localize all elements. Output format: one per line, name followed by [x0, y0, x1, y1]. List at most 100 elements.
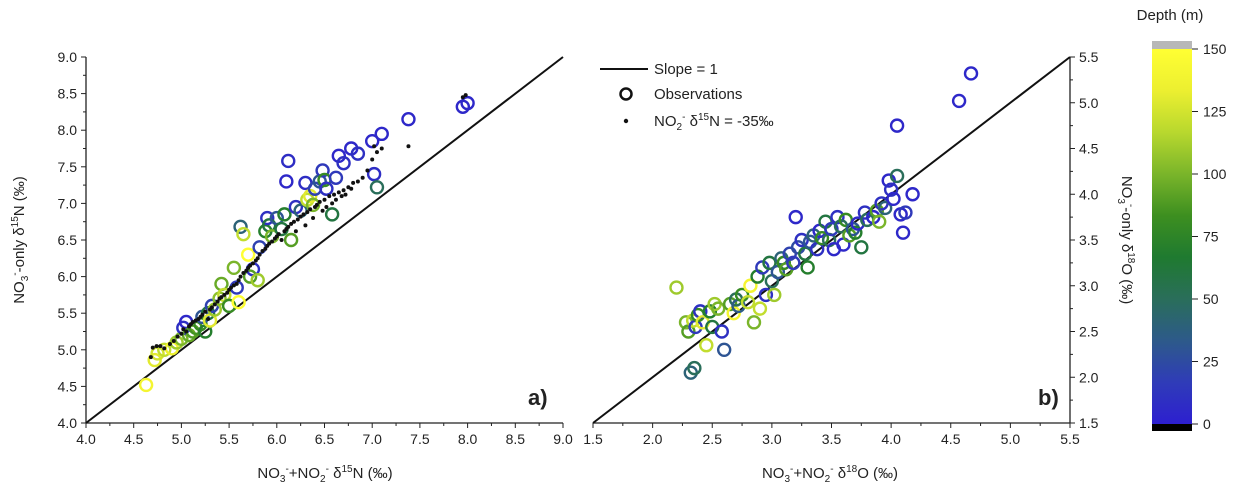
observation-point	[762, 255, 777, 271]
observation-point	[767, 287, 782, 303]
x-tick-label: 5.5	[1060, 431, 1080, 447]
model-point	[219, 295, 224, 300]
colorbar: Depth (m) 0 25 50 75 100 125 150	[1137, 7, 1227, 432]
model-point	[148, 355, 153, 360]
observation-point	[231, 295, 246, 310]
observation-point	[746, 315, 762, 330]
model-point	[349, 186, 354, 191]
observation-point	[877, 200, 893, 216]
model-point	[320, 208, 325, 213]
legend-slope-label: Slope = 1	[654, 61, 718, 78]
y-tick-label: 9.0	[58, 49, 78, 65]
model-point	[276, 232, 281, 237]
colorbar-tick-label: 25	[1203, 354, 1219, 370]
legend-observations-marker	[619, 87, 633, 101]
y-tick-label: 3.0	[1079, 278, 1099, 294]
observation-point	[350, 146, 366, 161]
observation-point	[336, 155, 351, 171]
observation-point	[848, 225, 863, 240]
legend-dot-label: NO2- δ15N = -35‰	[654, 112, 774, 133]
observation-point	[226, 260, 242, 276]
model-point	[322, 197, 327, 202]
model-point	[179, 331, 184, 336]
observation-point	[716, 342, 732, 357]
y-tick-label: 2.5	[1079, 324, 1099, 340]
x-tick-label: 3.5	[822, 431, 842, 447]
colorbar-gradient	[1152, 49, 1192, 424]
y-tick-label: 4.5	[58, 378, 78, 394]
model-point	[324, 205, 329, 210]
model-point	[244, 268, 249, 273]
observation-point	[699, 338, 714, 353]
observation-point	[240, 247, 256, 262]
observation-point	[743, 278, 758, 293]
model-point	[311, 216, 316, 221]
observation-point	[669, 280, 684, 295]
observation-point	[147, 352, 162, 368]
observation-point	[889, 118, 905, 133]
model-point	[343, 192, 348, 197]
model-point	[295, 217, 300, 222]
observation-point	[366, 166, 382, 182]
model-point	[355, 179, 360, 184]
slope-1-line	[85, 56, 564, 424]
model-point	[250, 261, 255, 266]
x-tick-label: 2.0	[643, 431, 663, 447]
x-tick-label: 1.5	[583, 431, 603, 447]
model-point	[225, 290, 230, 295]
observation-point	[277, 207, 292, 222]
colorbar-tick-label: 0	[1203, 416, 1211, 432]
model-point	[341, 188, 346, 193]
observation-point	[814, 230, 830, 246]
y-tick-label: 7.0	[58, 195, 78, 211]
observation-point	[157, 342, 172, 357]
model-point	[234, 281, 239, 286]
observation-point	[687, 360, 702, 376]
observation-point	[283, 232, 299, 248]
model-point	[263, 246, 268, 251]
model-point	[460, 95, 465, 100]
model-point	[330, 201, 335, 206]
observation-point	[369, 180, 385, 195]
observation-point	[883, 182, 899, 197]
x-axis-title-b: NO3-+NO2- δ18O (‰)	[762, 464, 898, 485]
x-tick-label: 4.5	[124, 431, 144, 447]
model-point	[158, 344, 163, 349]
model-point	[365, 168, 370, 173]
observation-point	[886, 191, 901, 207]
observation-point	[905, 187, 920, 202]
y-tick-label: 2.0	[1079, 369, 1099, 385]
observation-point	[800, 260, 815, 275]
model-point	[267, 241, 272, 246]
y-tick-label: 5.5	[1079, 49, 1099, 65]
model-point	[241, 270, 246, 275]
observation-point	[786, 255, 801, 271]
observation-point	[319, 181, 334, 196]
model-point	[336, 190, 341, 195]
observation-point	[854, 240, 869, 255]
observation-point	[236, 226, 251, 242]
y-tick-label: 7.5	[58, 159, 78, 175]
y-tick-label: 5.0	[58, 342, 78, 358]
x-tick-label: 7.5	[410, 431, 430, 447]
legend-observations-label: Observations	[654, 86, 742, 103]
observation-point	[138, 377, 154, 393]
x-tick-label: 5.5	[219, 431, 239, 447]
observation-point	[324, 207, 340, 222]
model-point	[171, 339, 176, 344]
model-point	[181, 327, 186, 332]
model-point	[270, 239, 275, 244]
model-point	[327, 194, 332, 199]
model-point	[150, 345, 155, 350]
observation-point	[374, 126, 389, 142]
model-point	[175, 334, 180, 339]
model-point	[212, 302, 217, 307]
x-tick-label: 5.0	[1001, 431, 1021, 447]
observation-point	[714, 324, 729, 339]
model-point	[200, 312, 205, 317]
model-point	[279, 238, 284, 242]
observation-point	[711, 301, 726, 316]
observation-point	[281, 153, 296, 169]
observation-point	[740, 295, 756, 310]
y-tick-label: 3.5	[1079, 232, 1099, 248]
